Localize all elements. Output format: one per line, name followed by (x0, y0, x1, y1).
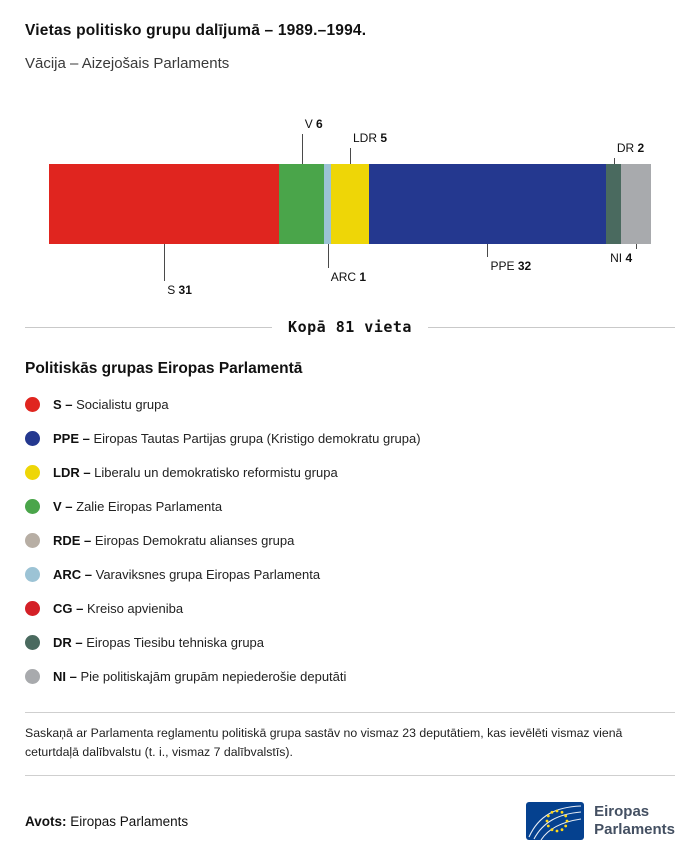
legend-item-cg: CG – Kreiso apvieniba (25, 601, 675, 616)
leader-line-ldr (350, 148, 351, 164)
bar-label-ppe: PPE 32 (490, 259, 532, 273)
legend-item-ldr: LDR – Liberalu un demokratisko reformist… (25, 465, 675, 480)
bar-label-arc: ARC 1 (330, 270, 367, 284)
legend-color-dot (25, 397, 40, 412)
legend-label: PPE – Eiropas Tautas Partijas grupa (Kri… (53, 431, 421, 446)
bar-segment-ni (621, 164, 651, 244)
bar-segment-ppe (368, 164, 607, 244)
european-parliament-logo: Eiropas Parlaments (526, 802, 675, 841)
legend-item-rde: RDE – Eiropas Demokratu alianses grupa (25, 533, 675, 548)
bar-label-s: S 31 (167, 283, 192, 297)
total-seats-row: Kopā 81 vieta (25, 318, 675, 336)
legend-list: S – Socialistu grupa PPE – Eiropas Tautas… (25, 397, 675, 684)
legend-title: Politiskās grupas Eiropas Parlamentā (25, 360, 303, 377)
ep-logo-wordmark: Eiropas Parlaments (594, 803, 675, 839)
stacked-bar (49, 164, 651, 244)
legend-color-dot (25, 635, 40, 650)
source-line: Avots: Eiropas Parlaments (25, 814, 188, 829)
footer: Avots: Eiropas Parlaments Eiropas (25, 802, 675, 841)
leader-line-dr (613, 158, 615, 164)
legend-color-dot (25, 601, 40, 616)
bar-segment-ldr (331, 164, 369, 244)
legend-item-ppe: PPE – Eiropas Tautas Partijas grupa (Kri… (25, 431, 675, 446)
source-value: Eiropas Parlaments (70, 813, 189, 829)
bar-label-v: V 6 (304, 117, 323, 131)
total-divider-left (25, 326, 273, 328)
footnote-divider-bottom (25, 775, 675, 777)
legend-color-dot (25, 533, 40, 548)
legend-color-dot (25, 465, 40, 480)
bar-label-ldr: LDR 5 (353, 131, 388, 145)
legend-item-v: V – Zalie Eiropas Parlamenta (25, 499, 675, 514)
legend-label: RDE – Eiropas Demokratu alianses grupa (53, 533, 295, 548)
footnote-divider-top (25, 712, 675, 713)
total-seats-label: Kopā 81 vieta (288, 318, 412, 336)
leader-line-v (301, 134, 303, 164)
legend-item-s: S – Socialistu grupa (25, 397, 675, 412)
legend-color-dot (25, 567, 40, 582)
legend-label: LDR – Liberalu un demokratisko reformist… (53, 465, 338, 480)
source-label: Avots: (25, 813, 67, 829)
bar-segment-arc (323, 164, 332, 244)
ep-logo-line1: Eiropas (594, 803, 650, 821)
bar-segment-s (49, 164, 280, 244)
legend-item-arc: ARC – Varaviksnes grupa Eiropas Parlamen… (25, 567, 675, 582)
leader-line-ppe (487, 244, 489, 257)
legend-color-dot (25, 431, 40, 446)
page-title: Vietas politisko grupu dalījumā – 1989.–… (25, 22, 367, 39)
footnote-text: Saskaņā ar Parlamenta reglamentu politis… (25, 726, 623, 760)
legend-label: CG – Kreiso apvieniba (53, 601, 184, 616)
bar-segment-dr (606, 164, 622, 244)
legend-label: V – Zalie Eiropas Parlamenta (53, 499, 223, 514)
ep-logo-line2: Parlaments (594, 821, 675, 839)
legend-label: S – Socialistu grupa (53, 397, 169, 412)
bar-segment-v (279, 164, 324, 244)
ep-logo-icon (526, 802, 585, 841)
legend-label: DR – Eiropas Tiesibu tehniska grupa (53, 635, 265, 650)
legend-label: ARC – Varaviksnes grupa Eiropas Parlamen… (53, 567, 321, 582)
legend-label: NI – Pie politiskajām grupām nepiederoši… (53, 669, 347, 684)
legend-item-dr: DR – Eiropas Tiesibu tehniska grupa (25, 635, 675, 650)
leader-line-arc (327, 244, 329, 268)
seat-chart: S 31 V 6 ARC 1 LDR 5 PPE 32 DR 2 NI 4 (49, 104, 651, 304)
legend-color-dot (25, 499, 40, 514)
total-divider-right (427, 326, 675, 328)
page-subtitle: Vācija – Aizejošais Parlaments (25, 55, 230, 72)
footnote-section: Saskaņā ar Parlamenta reglamentu politis… (25, 712, 675, 777)
leader-line-s (164, 244, 166, 281)
legend-color-dot (25, 669, 40, 684)
bar-label-ni: NI 4 (610, 251, 633, 265)
leader-line-ni (636, 244, 638, 249)
bar-label-dr: DR 2 (616, 141, 645, 155)
legend-item-ni: NI – Pie politiskajām grupām nepiederoši… (25, 669, 675, 684)
